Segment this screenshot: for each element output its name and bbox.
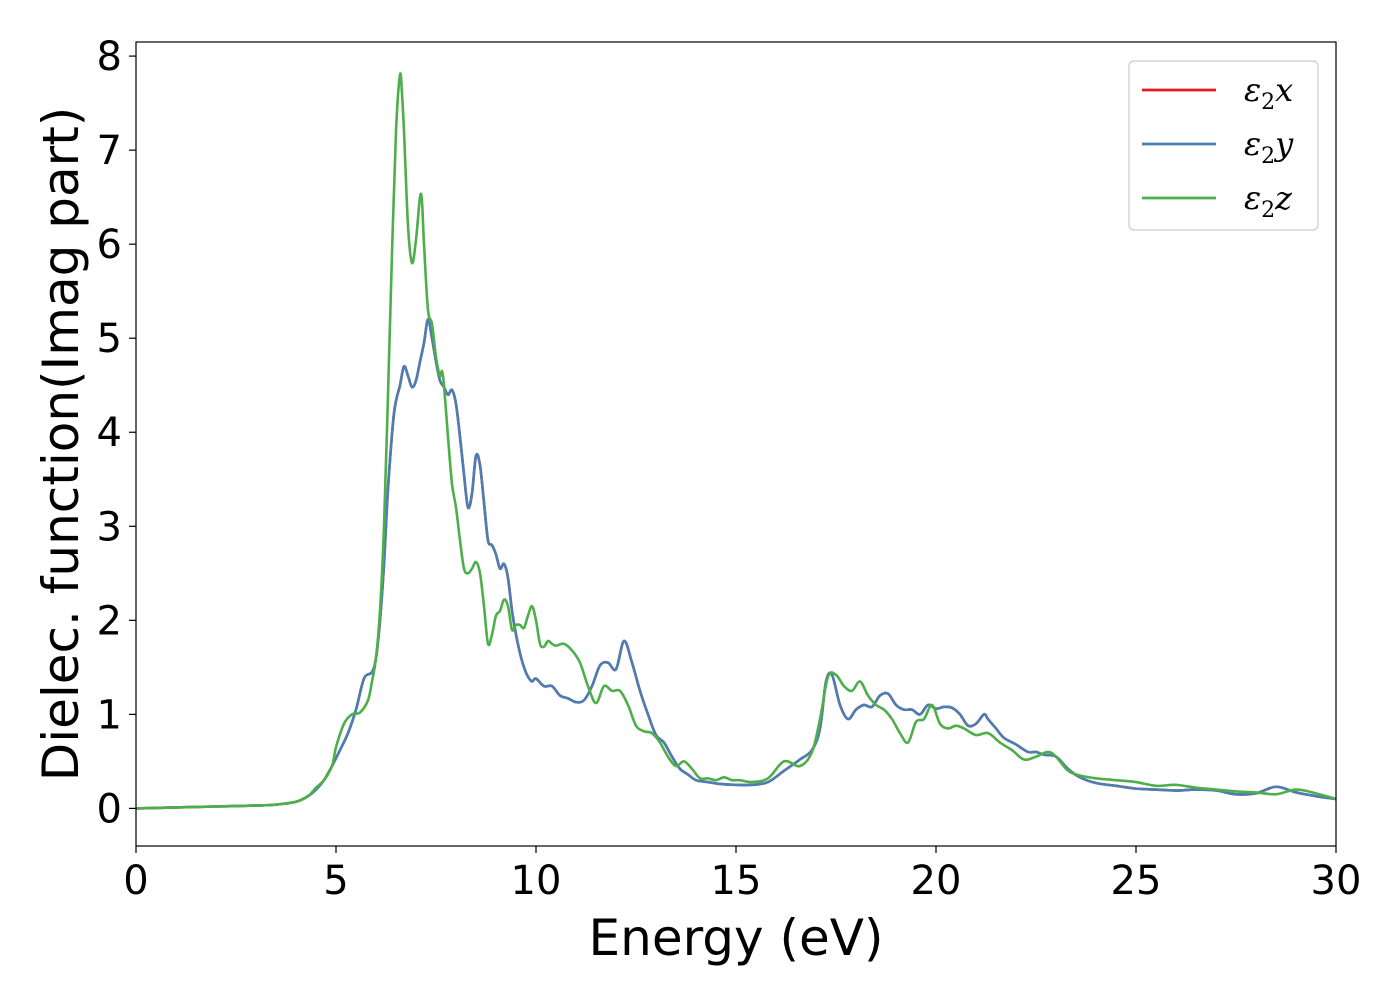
series-line-z [135,72,1337,810]
y-tick-label: 7 [97,128,122,174]
series-line-y [135,318,1337,810]
x-tick-label: 25 [1111,858,1162,904]
y-tick-label: 4 [97,410,122,456]
plot-lines [135,72,1337,810]
y-tick-label: 2 [97,598,122,644]
x-tick-label: 20 [911,858,962,904]
x-axis-ticks: 0 5 10 15 20 25 30 [123,846,1361,904]
x-tick-label: 15 [711,858,762,904]
legend-label-x: ε2x [1244,71,1293,115]
series-line-x [135,318,1337,810]
y-axis-label: Dielec. function(Imag part) [32,107,90,782]
x-tick-label: 5 [323,858,348,904]
legend-label-y: ε2y [1244,125,1294,169]
x-axis-label: Energy (eV) [589,909,884,967]
y-tick-label: 6 [97,222,122,268]
x-tick-label: 0 [123,858,148,904]
legend: ε2x ε2y ε2z [1128,60,1319,231]
y-tick-label: 5 [97,316,122,362]
legend-label-z: ε2z [1244,179,1293,223]
y-tick-label: 0 [97,786,122,832]
y-axis-ticks: 0 1 2 3 4 5 6 7 8 [97,34,136,832]
x-tick-label: 10 [511,858,562,904]
x-tick-label: 30 [1311,858,1362,904]
y-tick-label: 8 [97,34,122,80]
y-tick-label: 3 [97,504,122,550]
y-tick-label: 1 [97,692,122,738]
legend-box [1128,60,1319,231]
